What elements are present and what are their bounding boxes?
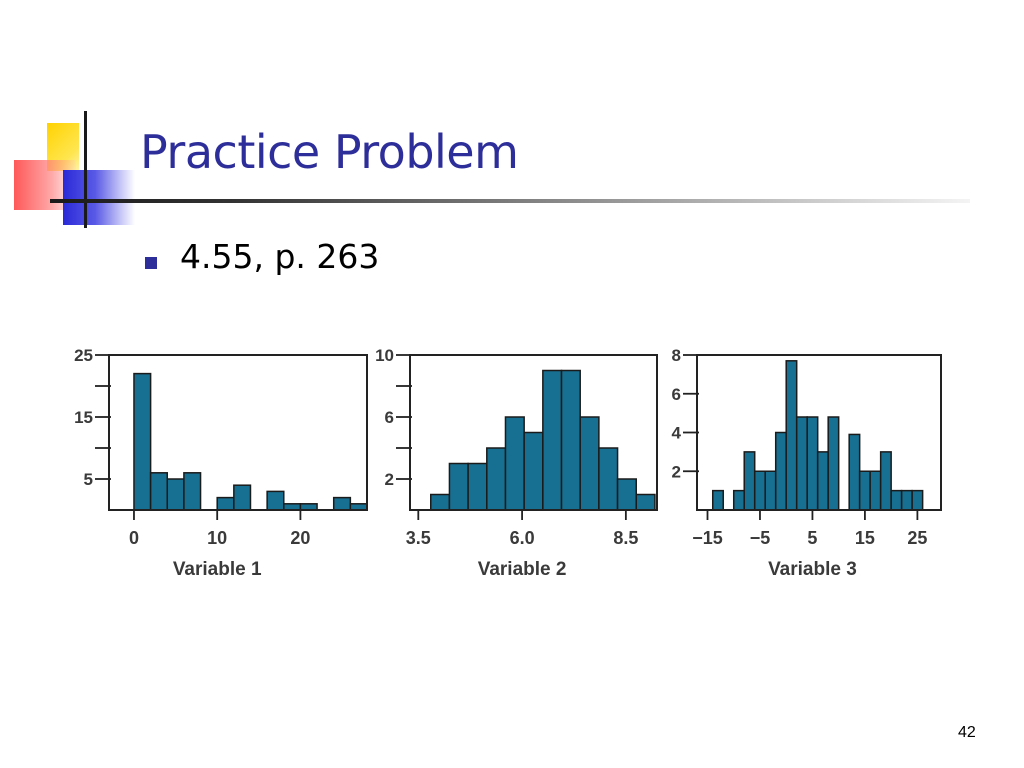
histogram-bar bbox=[743, 451, 756, 511]
histogram-bar bbox=[806, 416, 819, 511]
x-tick-label: 5 bbox=[807, 528, 817, 548]
histogram-bar bbox=[504, 416, 525, 511]
histogram-variable-3: 2 4 6 8 −15 −5 5 15 25 Variable 3 bbox=[672, 346, 942, 580]
x-tick-label: 15 bbox=[855, 528, 875, 548]
histogram-bar bbox=[635, 493, 656, 511]
plot-frame bbox=[108, 354, 368, 511]
x-axis-title: Variable 2 bbox=[478, 559, 567, 580]
decor-blue-square bbox=[63, 170, 135, 225]
bullet-text: 4.55, p. 263 bbox=[180, 237, 380, 276]
y-tick-label: 2 bbox=[385, 470, 394, 489]
histogram-bar bbox=[467, 462, 488, 511]
histogram-bar bbox=[795, 416, 808, 511]
x-axis-title: Variable 3 bbox=[768, 559, 857, 580]
histogram-bar bbox=[785, 360, 798, 511]
y-tick-label: 4 bbox=[672, 424, 682, 443]
histogram-bar bbox=[149, 472, 169, 511]
histogram-bar bbox=[216, 496, 235, 511]
title-underline bbox=[50, 199, 970, 203]
page-number: 42 bbox=[958, 724, 976, 741]
histogram-bar bbox=[448, 462, 469, 511]
histogram-bar bbox=[133, 372, 152, 511]
x-axis-title: Variable 1 bbox=[173, 559, 262, 580]
histogram-variable-2: 2 6 10 3.5 6.0 8.5 Variable 2 bbox=[375, 346, 658, 580]
x-tick-label: 6.0 bbox=[510, 528, 535, 548]
histogram-bar bbox=[616, 478, 637, 511]
decor-vertical-line bbox=[84, 111, 87, 228]
histogram-bar bbox=[166, 478, 185, 511]
histogram-bar bbox=[560, 369, 581, 511]
histogram-bar bbox=[430, 493, 451, 511]
x-tick-label: 25 bbox=[907, 528, 927, 548]
plot-frame bbox=[409, 354, 658, 511]
histogram-bar bbox=[486, 447, 507, 511]
y-tick-label: 6 bbox=[385, 408, 394, 427]
histogram-bar bbox=[869, 470, 882, 511]
y-tick-label: 5 bbox=[84, 470, 93, 489]
histogram-bar bbox=[332, 496, 352, 511]
histogram-bar bbox=[774, 431, 787, 511]
x-tick-label: 20 bbox=[290, 528, 310, 548]
y-tick-label: 2 bbox=[672, 462, 681, 481]
y-tick-label: 8 bbox=[672, 346, 681, 365]
histogram-bar bbox=[266, 490, 285, 511]
histogram-bar bbox=[848, 433, 861, 511]
histogram-bar bbox=[900, 489, 913, 511]
x-tick-label: 8.5 bbox=[613, 528, 638, 548]
x-tick-label: 3.5 bbox=[406, 528, 431, 548]
histogram-bar bbox=[183, 472, 202, 511]
histogram-bar bbox=[827, 416, 840, 511]
histogram-bar bbox=[579, 416, 600, 511]
y-tick-label: 15 bbox=[74, 408, 93, 427]
histogram-bar bbox=[598, 447, 619, 511]
x-tick-label: −15 bbox=[692, 528, 723, 548]
bullet-marker bbox=[145, 257, 157, 269]
histogram-bar bbox=[816, 451, 829, 511]
y-tick-label: 10 bbox=[375, 346, 394, 365]
histogram-bar bbox=[879, 451, 892, 511]
page-title: Practice Problem bbox=[140, 125, 519, 179]
histogram-bar bbox=[711, 489, 724, 511]
y-tick-label: 25 bbox=[74, 346, 93, 365]
x-tick-label: 10 bbox=[207, 528, 227, 548]
x-tick-label: 0 bbox=[129, 528, 139, 548]
y-tick-label: 6 bbox=[672, 385, 681, 404]
histogram-bar bbox=[764, 470, 777, 511]
histogram-bar bbox=[890, 489, 903, 511]
histogram-variable-1: 5 15 25 0 10 20 Variable 1 bbox=[74, 346, 368, 580]
histogram-bar bbox=[858, 470, 871, 511]
histogram-bar bbox=[753, 470, 766, 511]
histogram-bar bbox=[542, 369, 563, 511]
histogram-bar bbox=[233, 484, 252, 511]
histogram-bar bbox=[911, 489, 924, 511]
histogram-bar bbox=[523, 431, 544, 511]
x-tick-label: −5 bbox=[750, 528, 771, 548]
histogram-bar bbox=[732, 489, 745, 511]
